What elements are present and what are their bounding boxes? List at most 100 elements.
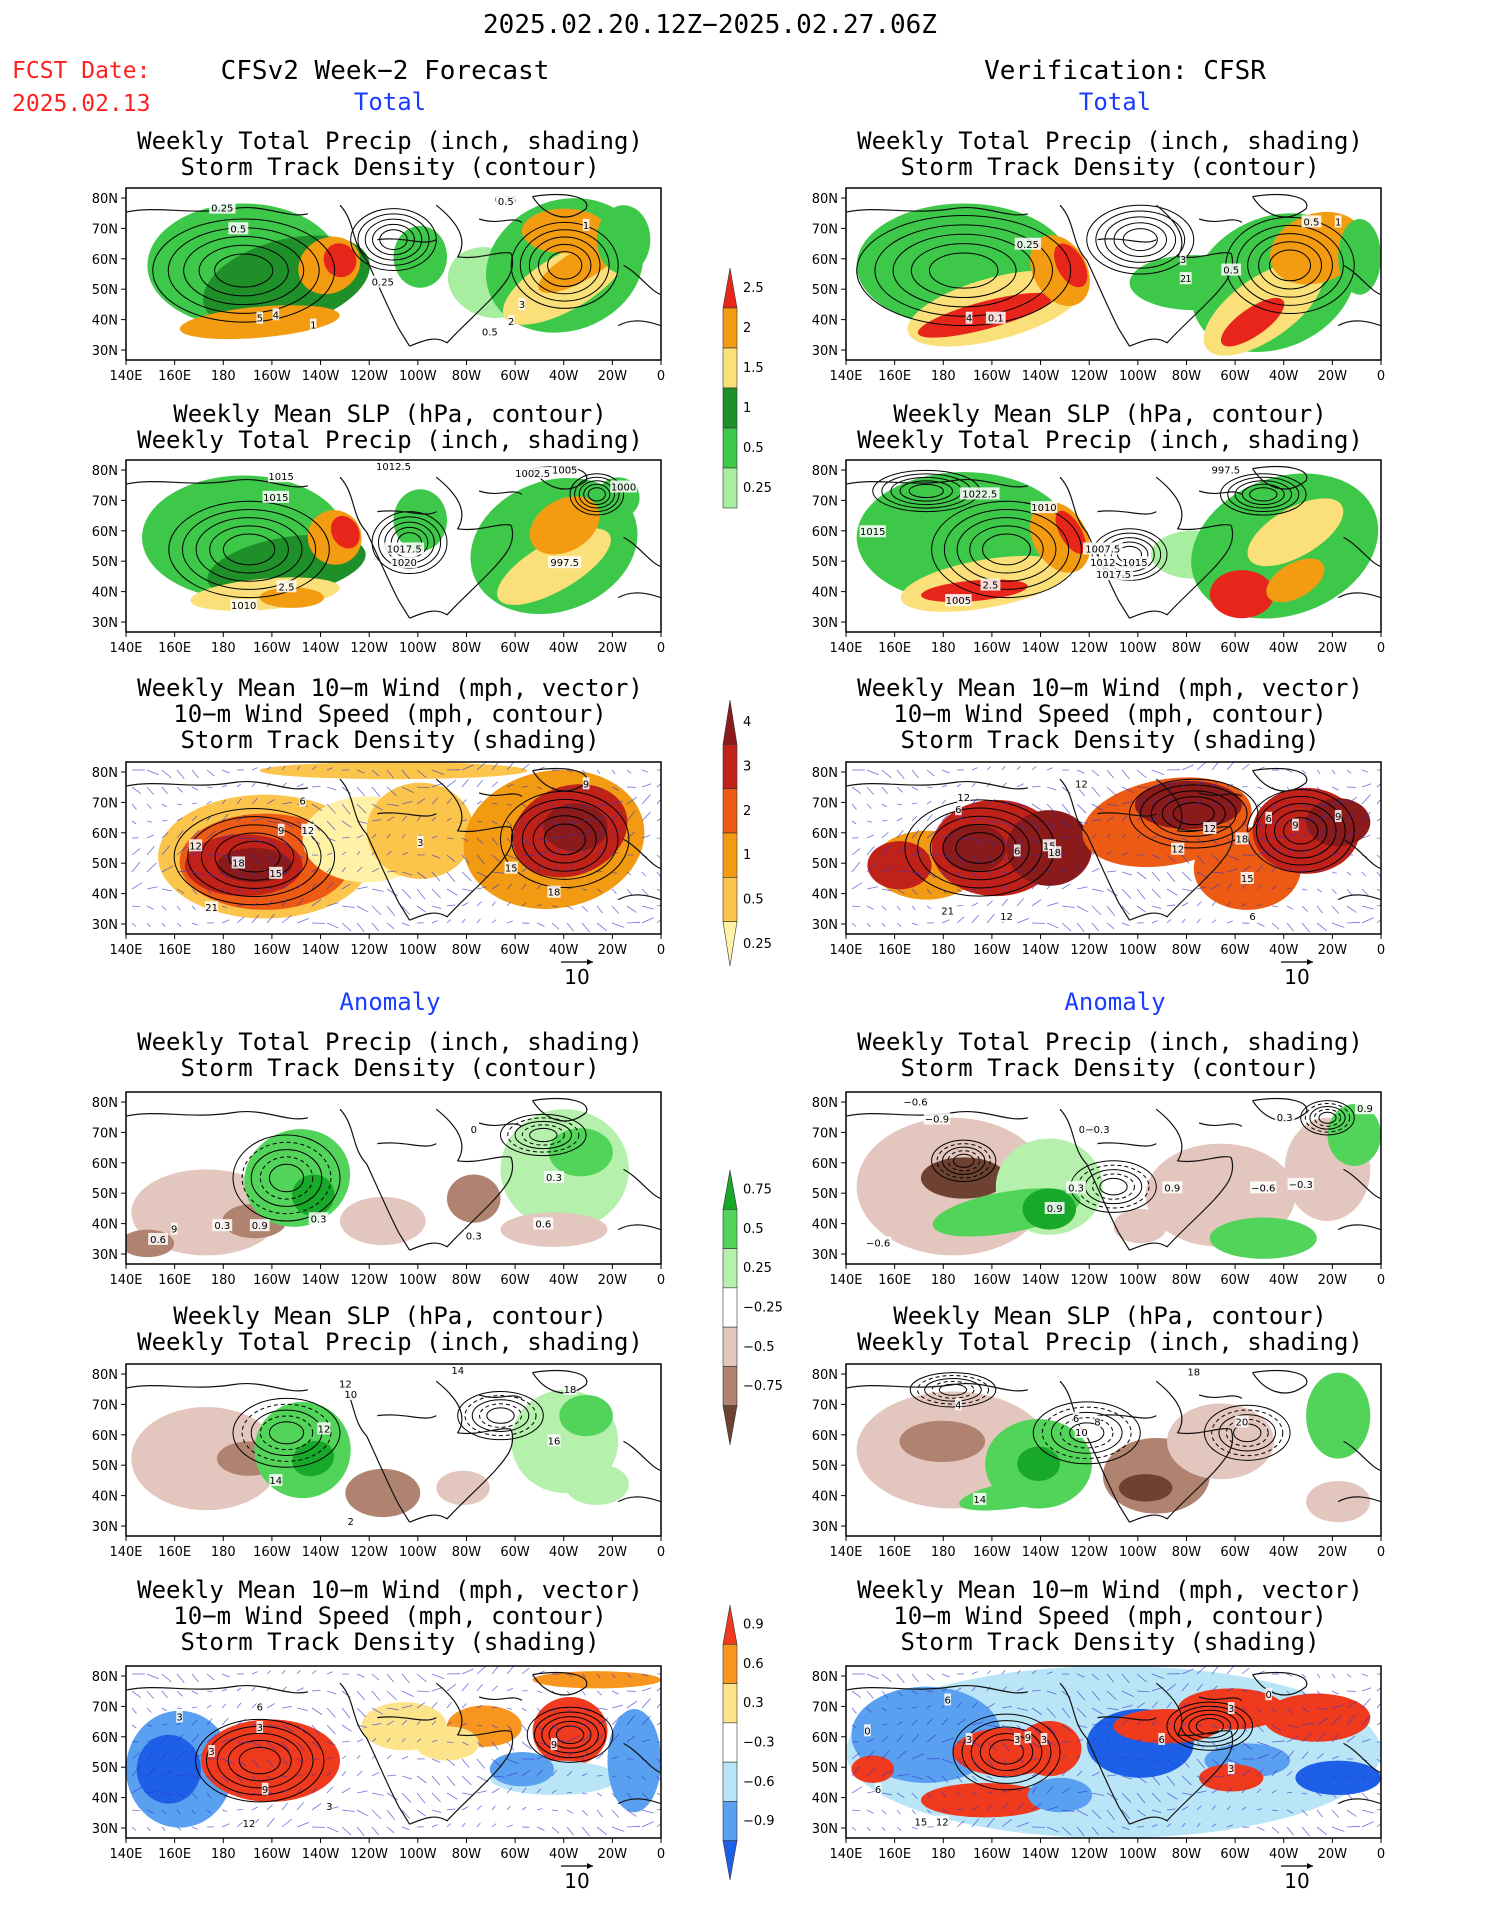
wind-vector xyxy=(1331,922,1345,928)
contour-line xyxy=(1095,210,1186,269)
wind-vector xyxy=(1091,888,1104,892)
wind-vector xyxy=(191,1792,198,1799)
wind-vector xyxy=(221,1703,227,1709)
map-frame xyxy=(125,1091,662,1265)
lon-label: 20W xyxy=(1318,1847,1348,1862)
contour-label-bg xyxy=(923,1112,951,1125)
wind-vector xyxy=(521,837,532,846)
wind-vector xyxy=(491,1805,496,1811)
wind-vector xyxy=(1196,1805,1202,1811)
wind-vector xyxy=(146,846,155,856)
wind-vector xyxy=(1361,834,1371,839)
wind-vector xyxy=(851,1765,861,1777)
lon-label: 160W xyxy=(973,1847,1011,1862)
wind-vector xyxy=(326,837,336,842)
wind-vector xyxy=(1091,803,1103,811)
wind-vector xyxy=(1136,834,1142,839)
coastline xyxy=(126,781,309,790)
coastline xyxy=(1343,1168,1381,1200)
wind-vector xyxy=(461,799,467,805)
wind-vector xyxy=(236,904,243,907)
wind-vector xyxy=(1286,905,1294,910)
wind-vector xyxy=(566,1707,573,1714)
wind-vector xyxy=(1211,1787,1220,1794)
contour-label: 18 xyxy=(232,858,245,869)
wind-vector xyxy=(896,817,903,822)
wind-vector xyxy=(431,835,438,839)
wind-vector xyxy=(1061,1770,1067,1777)
wind-vector xyxy=(611,800,623,805)
wind-vector xyxy=(176,830,184,839)
wind-vector xyxy=(221,1737,234,1743)
wind-vector xyxy=(1061,1707,1071,1719)
contour-line xyxy=(961,1720,1052,1784)
contour-label-bg xyxy=(859,525,886,538)
wind-vector xyxy=(431,920,438,924)
section-anomaly-verification: Anomaly xyxy=(1064,988,1166,1016)
wind-vector xyxy=(611,851,619,856)
contour-label-bg xyxy=(1265,811,1272,824)
wind-vector xyxy=(386,1690,397,1701)
wind-vector xyxy=(1301,1707,1311,1713)
lon-label: 20W xyxy=(1318,1273,1348,1288)
coastline xyxy=(126,479,309,488)
lat-label: 70N xyxy=(92,1126,118,1141)
contour-label: 0.9 xyxy=(1164,1183,1180,1194)
wind-vector xyxy=(206,871,216,879)
wind-vector xyxy=(1106,1774,1117,1777)
wind-vector xyxy=(926,1673,935,1681)
wind-vector xyxy=(206,1704,212,1709)
wind-vector xyxy=(296,1669,301,1675)
wind-vector xyxy=(536,1788,542,1794)
wind-vector xyxy=(371,905,382,916)
wind-vector xyxy=(881,1792,892,1796)
wind-vector xyxy=(491,820,498,825)
contour-line xyxy=(1318,1111,1337,1124)
wind-vector xyxy=(1016,884,1022,890)
wind-vector xyxy=(1166,798,1172,805)
wind-vector xyxy=(911,1775,924,1780)
wind-vector xyxy=(176,1774,190,1777)
wind-vector xyxy=(1151,1673,1165,1680)
wind-vector xyxy=(1301,769,1307,774)
reference-vector-label: 10 xyxy=(564,1869,589,1893)
wind-vector xyxy=(581,1751,589,1760)
wind-vector xyxy=(1151,871,1161,882)
wind-vector xyxy=(476,1822,481,1828)
contour-label: 6 xyxy=(257,1702,263,1713)
wind-vector xyxy=(1271,820,1282,828)
lon-label: 100W xyxy=(1119,641,1157,656)
wind-vector xyxy=(896,1809,901,1815)
coastline xyxy=(339,778,411,921)
wind-vector xyxy=(131,1707,137,1714)
contour-label-bg xyxy=(479,325,500,338)
wind-vector xyxy=(896,905,901,911)
wind-vector xyxy=(866,803,872,809)
wind-vector xyxy=(1241,820,1248,828)
wind-vector xyxy=(266,887,273,890)
lon-label: 140E xyxy=(109,1847,142,1862)
contour-label-bg xyxy=(470,1122,478,1135)
contour-label-bg xyxy=(1024,1731,1032,1744)
wind-vector xyxy=(1106,888,1118,897)
contour-line xyxy=(195,517,303,582)
wind-vector xyxy=(386,888,398,897)
lat-label: 30N xyxy=(812,344,838,359)
wind-vector xyxy=(401,769,410,780)
wind-vector xyxy=(956,888,962,893)
wind-vector xyxy=(1001,1818,1012,1828)
wind-vector xyxy=(1031,1772,1037,1777)
coastline xyxy=(1198,792,1243,797)
title-vf-total-wind-1: Weekly Mean 10−m Wind (mph, vector) xyxy=(857,674,1363,702)
lat-label: 60N xyxy=(812,1731,838,1746)
wind-vector xyxy=(1226,803,1232,806)
wind-vector xyxy=(1301,1772,1308,1777)
contour-line xyxy=(529,1127,558,1143)
contour-line xyxy=(947,1150,980,1172)
wind-vector xyxy=(416,1775,427,1784)
lon-label: 100W xyxy=(399,641,437,656)
wind-vector xyxy=(581,1673,587,1678)
wind-vector xyxy=(1106,905,1116,916)
lon-label: 120W xyxy=(1070,1545,1108,1560)
